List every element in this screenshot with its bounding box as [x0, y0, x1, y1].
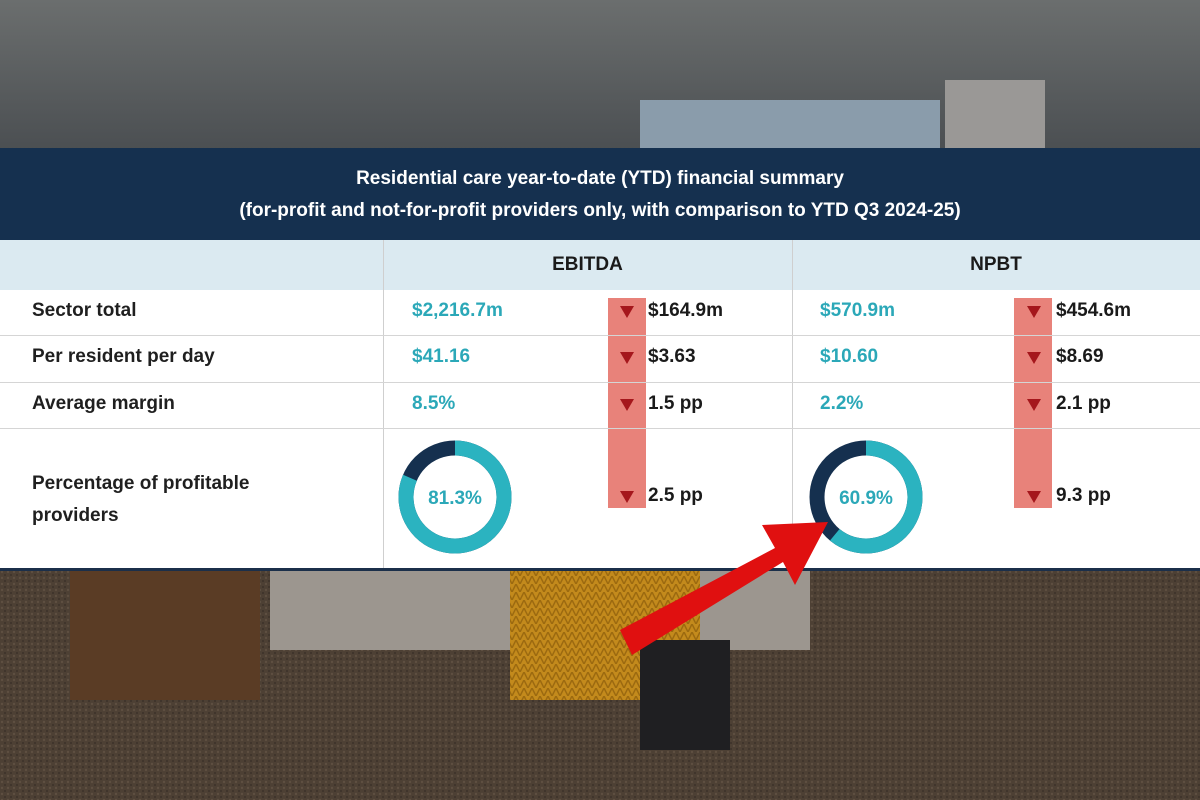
change-value: 2.1 pp — [1056, 393, 1111, 414]
down-triangle — [620, 399, 634, 411]
value: $2,216.7m — [412, 300, 503, 321]
row-divider — [0, 428, 1200, 429]
donut-label: 60.9% — [839, 488, 893, 509]
summary-table: Residential care year-to-date (YTD) fina… — [0, 148, 1200, 571]
title: Residential care year-to-date (YTD) fina… — [356, 168, 844, 189]
change-value: 9.3 pp — [1056, 485, 1111, 506]
row-divider — [0, 382, 1200, 383]
row-label: Sector total — [32, 300, 137, 321]
down-triangle — [1027, 491, 1041, 503]
down-triangle — [620, 306, 634, 318]
column-header-row: EBITDA NPBT — [0, 240, 1200, 290]
red-arrow — [620, 522, 828, 655]
divider — [792, 240, 793, 568]
column-header: EBITDA — [552, 254, 623, 275]
down-triangle — [1027, 352, 1041, 364]
table-header: Residential care year-to-date (YTD) fina… — [0, 148, 1200, 240]
value: 2.2% — [820, 393, 864, 414]
change-value: $8.69 — [1056, 346, 1104, 367]
donut-layer: 81.3% 60.9% — [398, 440, 923, 554]
value: $570.9m — [820, 300, 896, 321]
down-triangle — [620, 491, 634, 503]
donut-share — [809, 440, 923, 554]
value: 8.5% — [412, 393, 456, 414]
subtitle: (for-profit and not-for-profit providers… — [239, 200, 961, 221]
change-value: 1.5 pp — [648, 393, 703, 414]
donut-share — [398, 440, 512, 554]
row-label: Percentage of profitable providers — [32, 473, 250, 526]
change-value: 2.5 pp — [648, 485, 703, 506]
down-triangle — [1027, 306, 1041, 318]
bedside-table — [70, 570, 260, 700]
row-label: Average margin — [32, 393, 175, 414]
value: $10.60 — [820, 346, 879, 367]
window — [640, 100, 940, 150]
change-value: $454.6m — [1056, 300, 1132, 321]
column-header: NPBT — [970, 254, 1022, 275]
donut-label: 81.3% — [428, 488, 482, 509]
value: $41.16 — [412, 346, 471, 367]
curtain — [945, 80, 1045, 150]
change-value: $164.9m — [648, 300, 724, 321]
divider — [383, 240, 384, 568]
change-value: $3.63 — [648, 346, 696, 367]
bed-frame — [640, 640, 730, 750]
row-divider — [0, 335, 1200, 336]
row-label: Per resident per day — [32, 346, 215, 367]
down-triangle — [1027, 399, 1041, 411]
down-triangle — [620, 352, 634, 364]
